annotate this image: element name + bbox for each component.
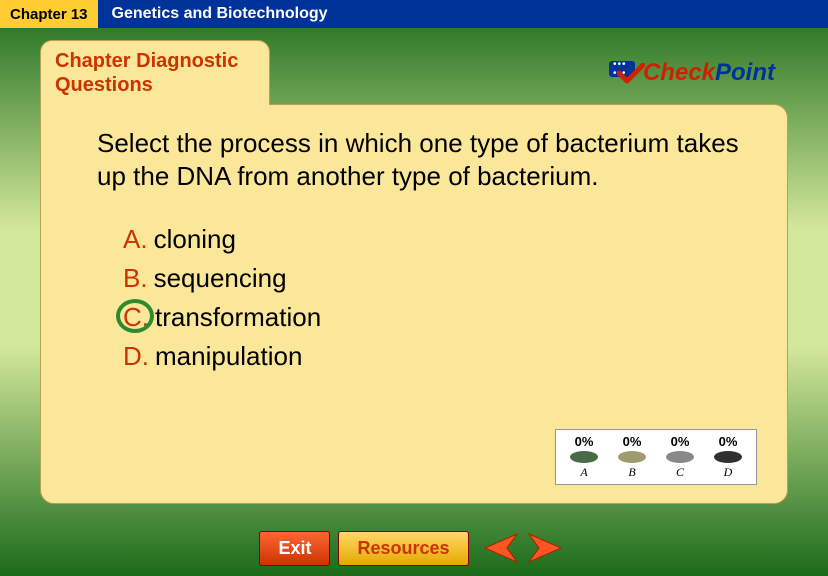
response-label: A bbox=[580, 465, 587, 480]
answer-text: cloning bbox=[154, 220, 236, 259]
bottom-nav: Exit Resources bbox=[0, 530, 828, 566]
answer-letter: B. bbox=[123, 259, 148, 298]
response-histogram: 0% A 0% B 0% C 0% D bbox=[555, 429, 757, 485]
response-label: B bbox=[628, 465, 635, 480]
folder-body: CheckPoint Select the process in which o… bbox=[40, 104, 788, 504]
response-label: D bbox=[724, 465, 733, 480]
answer-letter: C. bbox=[123, 298, 149, 337]
exit-button[interactable]: Exit bbox=[259, 531, 330, 566]
response-pct: 0% bbox=[719, 434, 738, 449]
checkpoint-logo: CheckPoint bbox=[609, 59, 775, 87]
answer-option-a[interactable]: A. cloning bbox=[123, 220, 757, 259]
checkpoint-icon bbox=[609, 61, 639, 85]
resources-button[interactable]: Resources bbox=[338, 531, 468, 566]
answer-letter: A. bbox=[123, 220, 148, 259]
answer-text: manipulation bbox=[155, 337, 302, 376]
content-area: Chapter Diagnostic Questions CheckPoint … bbox=[40, 40, 788, 506]
answer-letter: D. bbox=[123, 337, 149, 376]
header-bar: Chapter 13 Genetics and Biotechnology bbox=[0, 0, 828, 28]
question-text: Select the process in which one type of … bbox=[97, 127, 757, 192]
answer-text: transformation bbox=[155, 298, 321, 337]
response-dot-icon bbox=[618, 451, 646, 463]
chapter-tab: Chapter 13 bbox=[0, 0, 98, 28]
response-dot-icon bbox=[666, 451, 694, 463]
folder-tab-title: Chapter Diagnostic Questions bbox=[55, 49, 255, 97]
checkpoint-point: Point bbox=[715, 59, 775, 86]
response-pct: 0% bbox=[575, 434, 594, 449]
response-item: 0% A bbox=[570, 434, 598, 480]
folder-tab: Chapter Diagnostic Questions bbox=[40, 40, 270, 105]
answer-option-b[interactable]: B. sequencing bbox=[123, 259, 757, 298]
prev-arrow-button[interactable] bbox=[477, 530, 519, 566]
answer-list: A. cloning B. sequencing C. transformati… bbox=[97, 220, 757, 376]
response-item: 0% B bbox=[618, 434, 646, 480]
answer-option-d[interactable]: D. manipulation bbox=[123, 337, 757, 376]
response-pct: 0% bbox=[623, 434, 642, 449]
response-dot-icon bbox=[570, 451, 598, 463]
response-pct: 0% bbox=[671, 434, 690, 449]
response-item: 0% D bbox=[714, 434, 742, 480]
response-label: C bbox=[676, 465, 684, 480]
next-arrow-button[interactable] bbox=[527, 530, 569, 566]
checkpoint-check: Check bbox=[643, 59, 715, 86]
answer-option-c[interactable]: C. transformation bbox=[123, 298, 757, 337]
response-dot-icon bbox=[714, 451, 742, 463]
checkmark-icon bbox=[617, 63, 645, 85]
correct-circle-icon bbox=[116, 299, 154, 333]
chapter-title: Genetics and Biotechnology bbox=[98, 5, 328, 23]
chapter-tab-label: Chapter 13 bbox=[10, 6, 88, 23]
answer-text: sequencing bbox=[154, 259, 287, 298]
response-item: 0% C bbox=[666, 434, 694, 480]
